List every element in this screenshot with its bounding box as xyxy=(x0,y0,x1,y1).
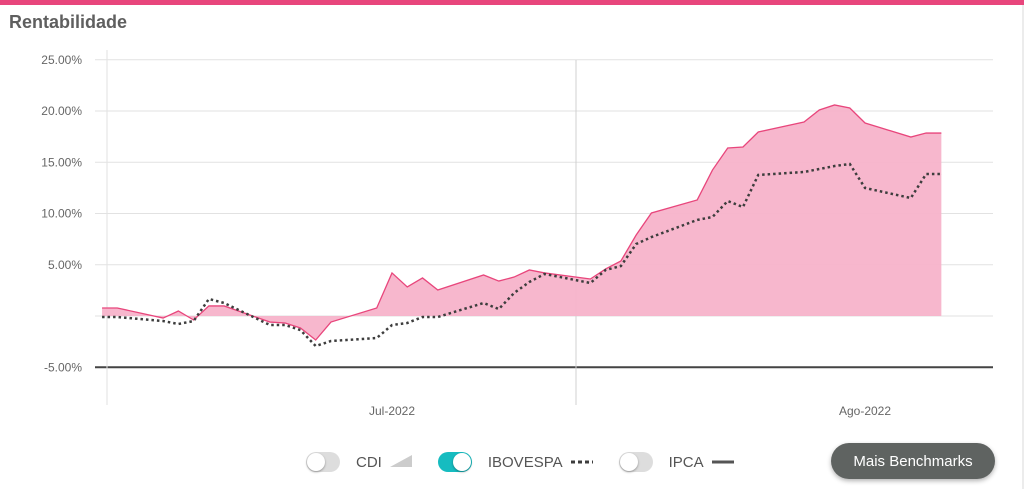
ibovespa-toggle[interactable] xyxy=(437,452,472,472)
panel-border xyxy=(1022,5,1024,489)
page-title: Rentabilidade xyxy=(9,12,128,32)
legend-label-cdi: CDI xyxy=(356,453,382,471)
legend-label-ipca: IPCA xyxy=(668,453,704,471)
y-tick-label: -5.00% xyxy=(44,360,82,374)
dotted-line-icon xyxy=(570,454,593,471)
x-tick-label: Jul-2022 xyxy=(369,404,415,418)
accent-top-bar xyxy=(0,0,1024,5)
y-tick-label: 10.00% xyxy=(41,207,82,221)
y-tick-label: 25.00% xyxy=(41,53,82,67)
more-benchmarks-button[interactable]: Mais Benchmarks xyxy=(831,443,995,479)
x-tick-label: Ago-2022 xyxy=(839,404,891,418)
y-tick-label: 5.00% xyxy=(48,258,82,272)
ipca-toggle[interactable] xyxy=(618,452,653,472)
triangle-area-icon xyxy=(389,454,412,471)
y-tick-label: 15.00% xyxy=(41,155,82,169)
portfolio-area xyxy=(102,104,942,340)
legend: CDI IBOVESPA IPCA xyxy=(306,452,760,472)
legend-label-ibovespa: IBOVESPA xyxy=(487,453,563,471)
y-tick-label: 20.00% xyxy=(41,104,82,118)
cdi-toggle[interactable] xyxy=(306,452,340,472)
ibovespa-line xyxy=(102,162,942,348)
solid-line-icon xyxy=(711,454,734,471)
